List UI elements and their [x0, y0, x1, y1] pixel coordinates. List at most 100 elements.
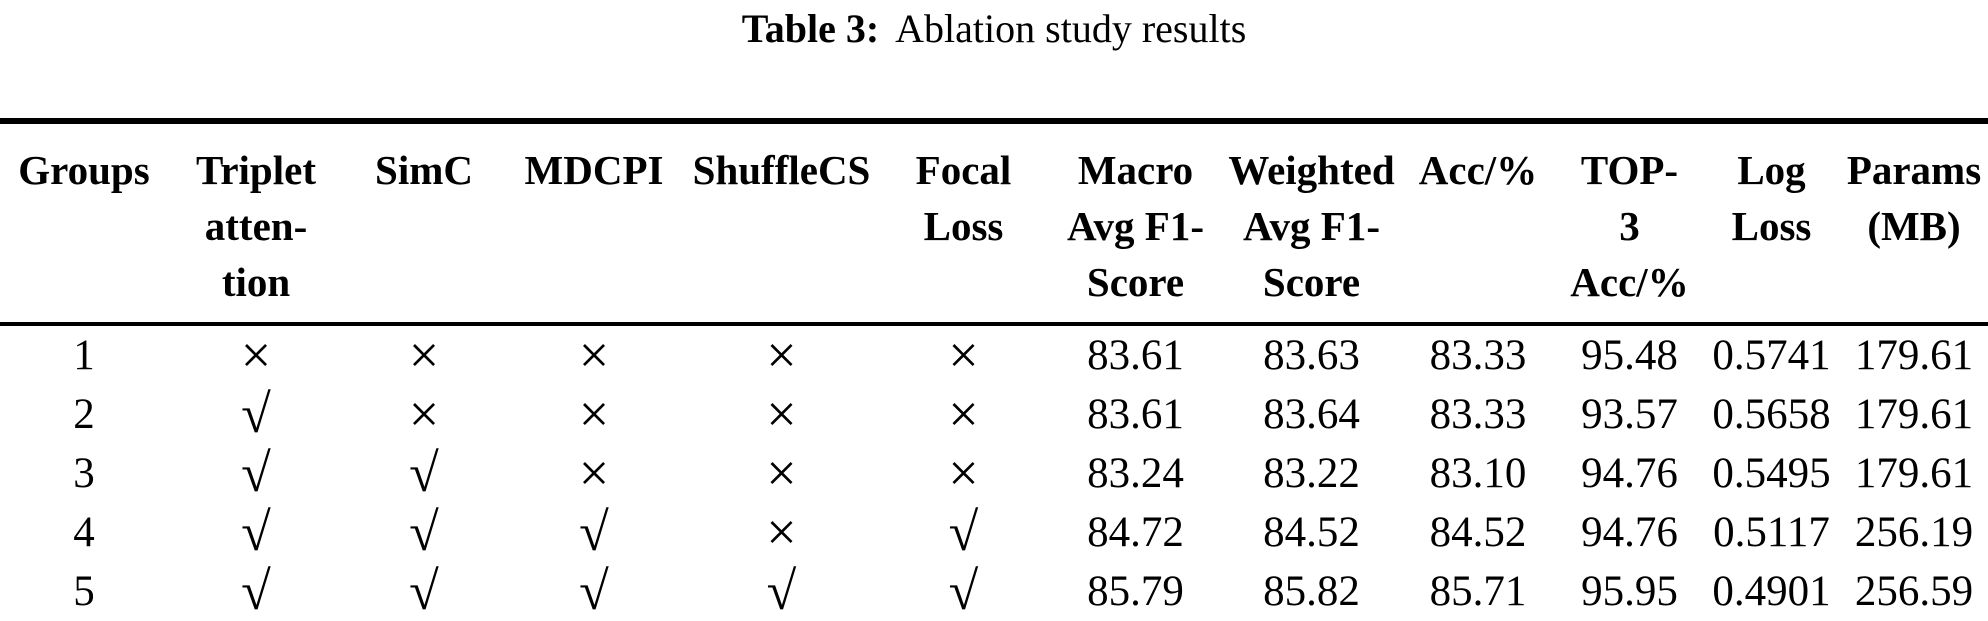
group-cell: 5: [73, 568, 95, 615]
header-line: 3: [1619, 203, 1640, 249]
table-row: 1 × × × × × 83.61 83.63 83.33 95.48 0.57…: [0, 324, 1988, 385]
header-line: TOP-: [1580, 147, 1679, 193]
mark-cell: √: [241, 561, 271, 621]
mark-cell: √: [409, 561, 439, 621]
mark-cell: ×: [578, 325, 610, 385]
col-header-focal-loss: Focal Loss: [879, 121, 1048, 326]
header-line: Macro: [1077, 147, 1194, 193]
value-cell: 83.33: [1429, 391, 1527, 438]
mark-cell: √: [241, 384, 271, 444]
mark-cell: ×: [408, 384, 440, 444]
mark-cell: √: [948, 561, 979, 621]
group-cell: 2: [73, 391, 95, 438]
group-cell: 4: [73, 509, 95, 556]
value-cell: 83.10: [1429, 450, 1527, 497]
value-cell: 85.79: [1087, 568, 1184, 615]
col-header-mdcpi: MDCPI: [504, 121, 684, 326]
table-row: 3 √ √ × × × 83.24 83.22 83.10 94.76 0.54…: [0, 444, 1988, 503]
table-row: 2 √ × × × × 83.61 83.64 83.33 93.57 0.56…: [0, 385, 1988, 444]
mark-cell: √: [241, 443, 271, 503]
header-row: Groups Triplet atten- tion SimC MDCPI Sh…: [0, 121, 1988, 326]
mark-cell: ×: [578, 443, 610, 503]
mark-cell: √: [409, 502, 439, 562]
mark-cell: √: [579, 502, 609, 562]
header-line: Groups: [18, 147, 150, 193]
value-cell: 179.61: [1854, 391, 1974, 438]
mark-cell: ×: [578, 384, 610, 444]
mark-cell: √: [948, 502, 979, 562]
value-cell: 95.48: [1581, 332, 1678, 379]
col-header-acc: Acc/%: [1400, 121, 1556, 326]
header-line: Focal: [915, 147, 1012, 193]
header-line: tion: [221, 259, 291, 305]
value-cell: 83.61: [1087, 332, 1184, 379]
value-cell: 83.22: [1263, 450, 1360, 497]
caption-label: Table 3:: [741, 6, 880, 51]
col-header-log-loss: Log Loss: [1703, 121, 1840, 326]
mark-cell: ×: [766, 384, 797, 444]
header-line: (MB): [1867, 203, 1961, 249]
caption-text: Ablation study results: [895, 6, 1247, 51]
value-cell: 85.71: [1429, 568, 1527, 615]
col-header-shufflecs: ShuffleCS: [684, 121, 879, 326]
header-line: atten-: [204, 203, 308, 249]
col-header-groups: Groups: [0, 121, 168, 326]
mark-cell: √: [579, 561, 609, 621]
mark-cell: √: [766, 561, 797, 621]
header-line: Params: [1846, 147, 1982, 193]
header-line: Score: [1086, 259, 1185, 305]
value-cell: 0.5658: [1712, 391, 1831, 438]
col-header-params-mb: Params (MB): [1840, 121, 1988, 326]
header-line: Loss: [923, 203, 1004, 249]
header-line: Weighted: [1228, 147, 1395, 193]
value-cell: 256.59: [1854, 568, 1974, 615]
mark-cell: ×: [766, 443, 797, 503]
value-cell: 83.63: [1263, 332, 1360, 379]
value-cell: 94.76: [1581, 509, 1678, 556]
value-cell: 256.19: [1854, 509, 1974, 556]
table-header: Groups Triplet atten- tion SimC MDCPI Sh…: [0, 121, 1988, 326]
header-line: Acc/%: [1418, 147, 1538, 193]
value-cell: 83.24: [1087, 450, 1184, 497]
value-cell: 93.57: [1581, 391, 1678, 438]
header-line: MDCPI: [524, 147, 664, 193]
value-cell: 84.52: [1263, 509, 1360, 556]
table-body: 1 × × × × × 83.61 83.63 83.33 95.48 0.57…: [0, 324, 1988, 621]
header-line: ShuffleCS: [692, 147, 871, 193]
table-caption: Table 3: Ablation study results: [0, 0, 1988, 52]
table-row: 5 √ √ √ √ √ 85.79 85.82 85.71 95.95 0.49…: [0, 562, 1988, 621]
value-cell: 94.76: [1581, 450, 1678, 497]
col-header-weighted-avg-f1: Weighted Avg F1- Score: [1223, 121, 1400, 326]
value-cell: 0.5495: [1712, 450, 1831, 497]
value-cell: 179.61: [1854, 332, 1974, 379]
ablation-table: Groups Triplet atten- tion SimC MDCPI Sh…: [0, 118, 1988, 621]
value-cell: 84.72: [1087, 509, 1184, 556]
header-line: Score: [1262, 259, 1361, 305]
group-cell: 1: [73, 332, 95, 379]
header-line: Loss: [1731, 203, 1812, 249]
col-header-top3-acc: TOP- 3 Acc/%: [1556, 121, 1703, 326]
group-cell: 3: [73, 450, 95, 497]
header-line: Acc/%: [1570, 259, 1689, 305]
mark-cell: √: [241, 502, 271, 562]
value-cell: 83.64: [1263, 391, 1360, 438]
value-cell: 83.33: [1429, 332, 1527, 379]
value-cell: 179.61: [1854, 450, 1974, 497]
value-cell: 0.5741: [1712, 332, 1831, 379]
col-header-macro-avg-f1: Macro Avg F1- Score: [1048, 121, 1223, 326]
header-line: Avg F1-: [1242, 203, 1380, 249]
header-line: Triplet: [196, 147, 316, 193]
mark-cell: ×: [408, 325, 440, 385]
table-row: 4 √ √ √ × √ 84.72 84.52 84.52 94.76 0.51…: [0, 503, 1988, 562]
value-cell: 0.5117: [1713, 509, 1830, 556]
mark-cell: ×: [948, 443, 979, 503]
header-line: Log: [1737, 147, 1806, 193]
header-line: SimC: [375, 147, 473, 193]
value-cell: 95.95: [1581, 568, 1678, 615]
mark-cell: ×: [948, 325, 979, 385]
mark-cell: ×: [766, 325, 797, 385]
mark-cell: ×: [766, 502, 797, 562]
value-cell: 84.52: [1429, 509, 1527, 556]
value-cell: 0.4901: [1712, 568, 1831, 615]
